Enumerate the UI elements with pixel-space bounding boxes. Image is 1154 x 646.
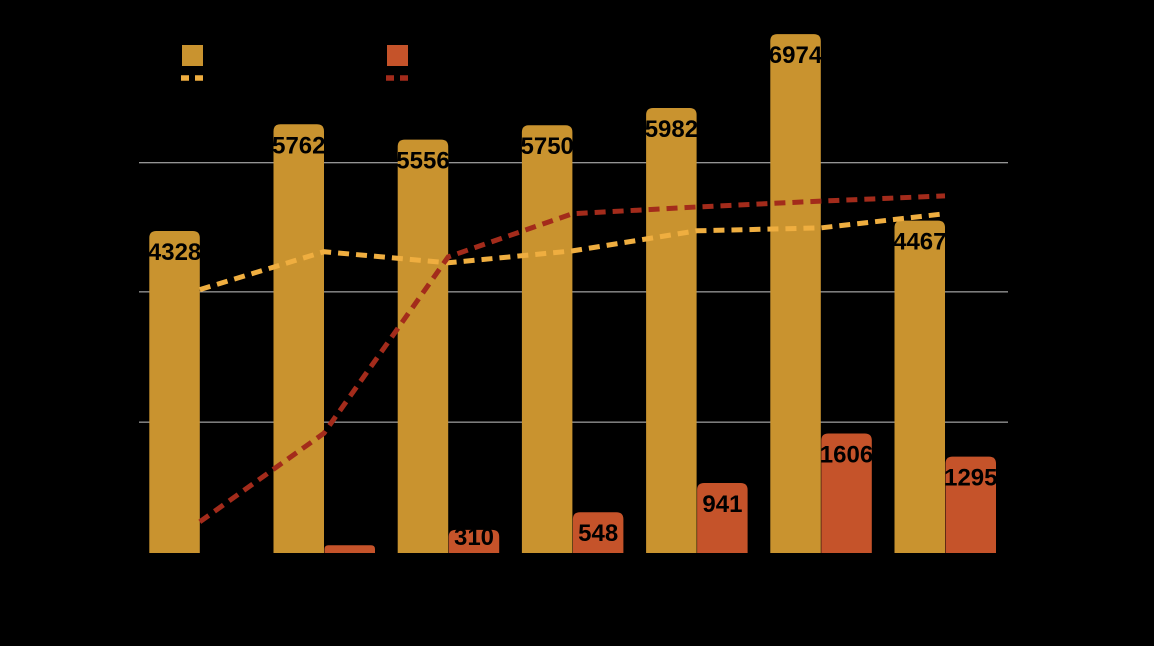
bar-value-label: 5556 — [396, 148, 449, 175]
bar-value-label: 548 — [578, 520, 618, 547]
bar-value-label: 1295 — [944, 465, 997, 492]
orange-bar — [572, 512, 624, 553]
gold-bar — [521, 125, 573, 553]
gold-bar — [770, 34, 821, 553]
bar-value-label: 4467 — [893, 229, 946, 256]
orange-bar — [324, 545, 375, 553]
legend-gold-bar-swatch — [182, 45, 203, 66]
bar-value-label: 941 — [702, 491, 742, 518]
gold-bar — [397, 139, 449, 553]
orange-bar — [945, 456, 996, 553]
bar-value-label: 310 — [454, 524, 494, 551]
yellow-dashed-line — [199, 211, 946, 292]
orange-bar — [697, 482, 748, 553]
bar-value-label: 1606 — [820, 442, 873, 469]
bar-value-label: 5982 — [645, 116, 698, 143]
gold-bar — [646, 107, 697, 553]
legend-orange-bar-swatch — [387, 45, 408, 66]
orange-bar — [448, 529, 500, 553]
bar-value-label: 6974 — [769, 42, 823, 69]
gold-bar — [894, 220, 945, 553]
bar-value-label: 5750 — [521, 133, 574, 160]
red-dashed-line — [198, 193, 946, 524]
orange-bar — [821, 433, 872, 553]
bar-value-label: 5762 — [272, 132, 325, 159]
bar-value-label: 4328 — [148, 239, 201, 266]
gold-bar — [273, 124, 324, 554]
gold-bar — [149, 230, 200, 553]
